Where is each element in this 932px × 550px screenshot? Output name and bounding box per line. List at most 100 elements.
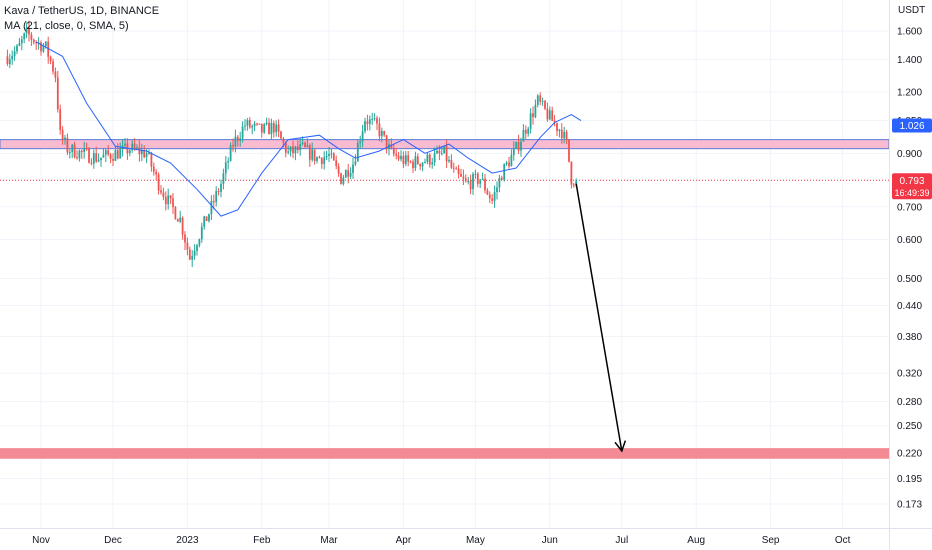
candle [385, 135, 388, 154]
candle-body [522, 129, 525, 142]
candle [486, 188, 489, 196]
candle-body [239, 138, 242, 141]
candle-body [517, 142, 520, 151]
candle [330, 148, 333, 159]
candle [462, 169, 465, 185]
candle [517, 134, 520, 155]
candle-body [344, 170, 347, 178]
candle-body [256, 123, 258, 125]
candle [124, 137, 126, 149]
candle [28, 20, 30, 42]
candle [136, 144, 138, 150]
candle-body [13, 51, 16, 56]
candle [251, 124, 254, 135]
candle [217, 187, 220, 196]
candle-body [318, 157, 321, 159]
candle-body [371, 118, 374, 120]
candle-body [198, 239, 201, 246]
candle-body [438, 150, 441, 154]
candle-body [335, 160, 338, 166]
candle [316, 156, 318, 164]
candle [66, 133, 69, 156]
candle-body [236, 136, 239, 141]
candle [532, 106, 534, 125]
candle-body [400, 155, 402, 160]
candle [176, 218, 179, 222]
candle-body [558, 129, 561, 132]
candle [359, 135, 362, 149]
candle-body [474, 173, 477, 175]
candle [287, 145, 290, 155]
moving-average-line [35, 41, 582, 217]
candle [426, 152, 429, 165]
candle [80, 149, 83, 159]
candle [179, 210, 182, 224]
candle [215, 186, 218, 207]
y-tick-label: 0.440 [897, 301, 922, 312]
candle-body [265, 122, 268, 125]
ma-legend: MA (21, close, 0, SMA, 5) [4, 20, 129, 32]
candle [277, 119, 280, 138]
candle [13, 46, 16, 61]
candle [457, 164, 460, 179]
candle [140, 143, 143, 162]
candle-body [553, 120, 556, 124]
candle [25, 22, 28, 39]
candle [16, 44, 18, 55]
candle-body [143, 150, 146, 158]
candle-body [66, 137, 69, 153]
candle-body [131, 143, 134, 151]
candle-body [76, 157, 78, 159]
candle-body [109, 154, 112, 159]
candle [131, 139, 134, 153]
candle [536, 94, 539, 108]
candle-body [436, 150, 438, 154]
candle-body [188, 249, 191, 260]
candle-body [332, 153, 335, 161]
candle-body [352, 164, 354, 173]
candle-body [272, 122, 275, 133]
candle-body [330, 153, 333, 155]
candle-body [320, 157, 323, 165]
candle-body [11, 55, 14, 60]
candle-body [395, 153, 398, 156]
candle-body [313, 149, 316, 162]
x-tick-label: Oct [835, 535, 851, 546]
candle-body [193, 250, 196, 256]
candle-body [349, 172, 352, 177]
candle-body [409, 161, 412, 163]
candle-body [529, 113, 532, 129]
candle-body [42, 46, 45, 52]
candle-body [241, 126, 244, 139]
y-tick-label: 0.600 [897, 235, 922, 246]
candle [474, 169, 477, 179]
candle [395, 148, 398, 160]
candle [90, 158, 93, 166]
candle-body [359, 141, 362, 144]
y-tick-label: 0.250 [897, 421, 922, 432]
candle [169, 195, 172, 205]
candle [541, 97, 544, 106]
candle-body [83, 148, 86, 152]
candle-body [412, 161, 414, 169]
x-tick-label: Mar [320, 535, 338, 546]
candle-body [124, 143, 126, 146]
candle [551, 106, 554, 122]
candle-body [548, 110, 551, 120]
candle-body [23, 33, 26, 40]
candle-body [20, 39, 23, 44]
candle [88, 146, 90, 164]
candle [260, 123, 263, 138]
candle [64, 134, 66, 145]
current-price-badge [892, 173, 932, 200]
candle [150, 151, 153, 172]
y-tick-label: 0.195 [897, 474, 922, 485]
candle [232, 138, 234, 152]
candle-body [100, 157, 102, 161]
candle [256, 122, 258, 126]
candle-body [263, 124, 266, 133]
candle [152, 162, 155, 176]
x-tick-label: Jul [615, 535, 628, 546]
candle-body [268, 122, 270, 135]
